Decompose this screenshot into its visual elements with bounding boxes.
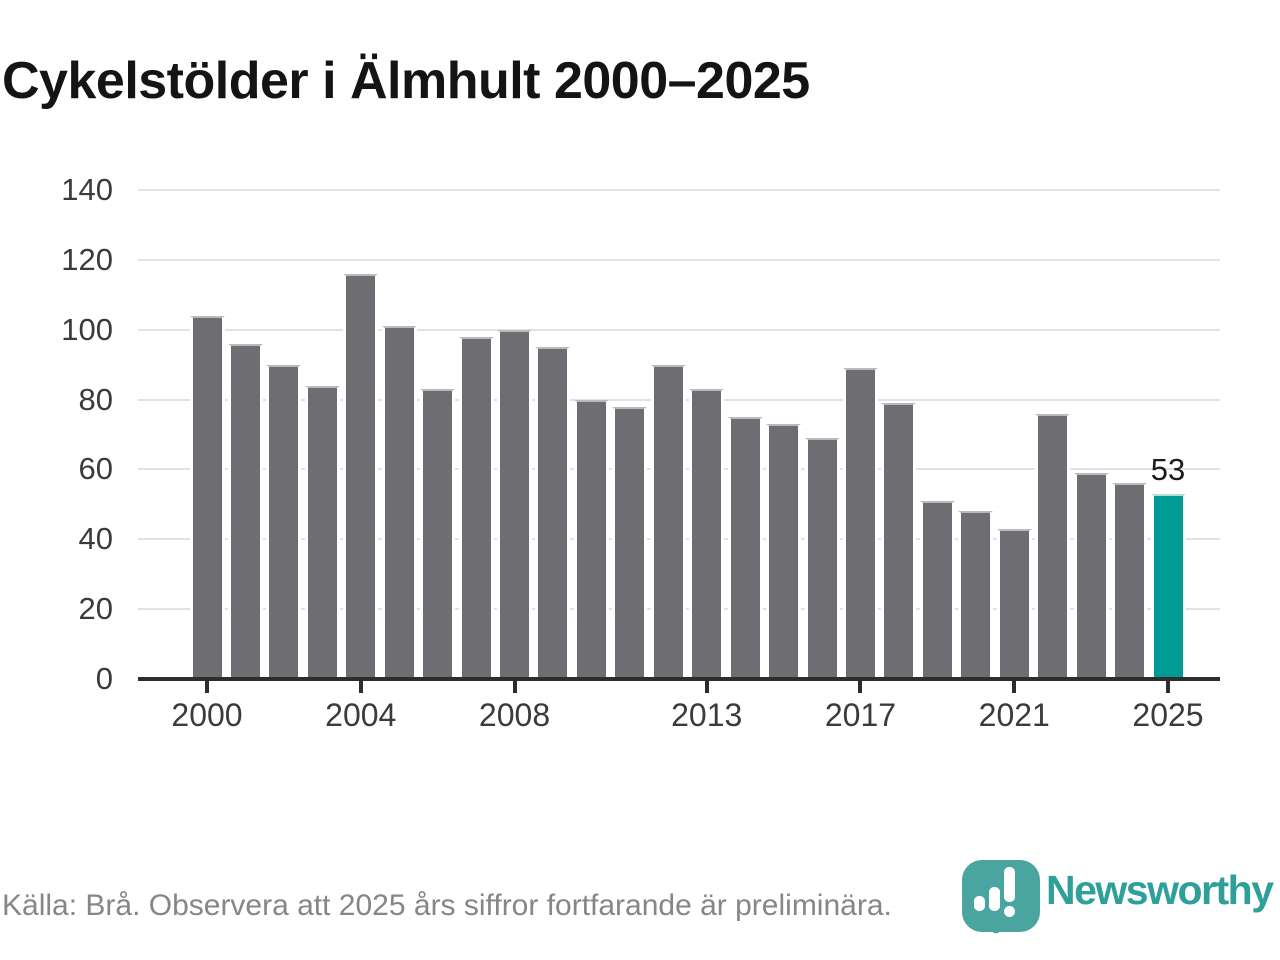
x-axis-line <box>138 677 1220 681</box>
bar-2017 <box>842 368 878 679</box>
bar-2019 <box>919 500 955 679</box>
x-tick-2017 <box>858 681 863 693</box>
bar-2003 <box>304 385 340 679</box>
x-tick-2004 <box>358 681 363 693</box>
bar-2013 <box>689 389 725 679</box>
bar-2014 <box>727 417 763 679</box>
bar-2007 <box>458 336 494 679</box>
x-axis-label: 2017 <box>824 697 897 733</box>
y-axis-label: 60 <box>78 451 113 487</box>
chart-title: Cykelstölder i Älmhult 2000–2025 <box>2 52 810 110</box>
bar-2008 <box>497 329 533 679</box>
y-axis-label: 80 <box>78 381 113 417</box>
bar-2000 <box>189 315 225 679</box>
y-axis-label: 20 <box>78 591 113 627</box>
logo-bar-medium <box>989 887 1000 911</box>
gridline-140 <box>138 189 1220 191</box>
bar-value-label: 53 <box>1150 451 1186 487</box>
x-axis-label: 2000 <box>171 697 243 733</box>
logo-bar-tall <box>1004 867 1015 902</box>
bar-2009 <box>535 347 571 679</box>
x-tick-2025 <box>1166 681 1170 693</box>
y-axis-label: 40 <box>78 521 113 557</box>
gridline-100 <box>138 328 1220 331</box>
bar-2024 <box>1112 483 1148 679</box>
source-note: Källa: Brå. Observera att 2025 års siffr… <box>2 889 892 922</box>
bar-2011 <box>612 406 648 679</box>
bar-2016 <box>804 437 840 679</box>
bar-2004 <box>343 273 379 679</box>
y-axis-label: 120 <box>61 241 113 277</box>
x-axis-label: 2008 <box>478 697 551 733</box>
newsworthy-pin-barchart-icon <box>962 860 1040 932</box>
bar-2021 <box>996 528 1032 679</box>
bar-2002 <box>266 364 302 679</box>
bar-2015 <box>766 424 802 679</box>
x-axis-label: 2013 <box>671 697 743 733</box>
x-tick-2013 <box>704 681 709 693</box>
x-axis-label: 2021 <box>978 697 1050 733</box>
x-tick-2008 <box>512 681 517 693</box>
plot-area: 0 20 40 60 80 100 120 140 2000 2004 2008 2013 2017 2… <box>61 172 1220 733</box>
logo-wordmark: Newsworthy <box>1046 867 1274 913</box>
x-tick-2000 <box>205 681 209 693</box>
y-axis-label: 100 <box>61 311 113 347</box>
bar-2023 <box>1073 472 1109 679</box>
logo-bar-small <box>974 896 985 911</box>
logo-dot <box>1004 906 1015 917</box>
x-axis-label: 2025 <box>1132 697 1204 733</box>
bar-2020 <box>958 511 994 679</box>
bar-2005 <box>381 326 417 679</box>
bar-2006 <box>420 389 456 679</box>
bar-2018 <box>881 403 917 679</box>
gridline-120 <box>138 258 1220 261</box>
bar-2022 <box>1035 413 1071 679</box>
bar-2012 <box>650 364 686 679</box>
bar-2010 <box>573 399 609 679</box>
y-axis-label: 140 <box>61 172 113 207</box>
bar-2001 <box>227 343 263 679</box>
x-tick-2021 <box>1012 681 1017 693</box>
x-axis-label: 2004 <box>325 697 397 733</box>
y-axis-label: 0 <box>95 661 113 696</box>
bar-2025 <box>1150 493 1186 679</box>
